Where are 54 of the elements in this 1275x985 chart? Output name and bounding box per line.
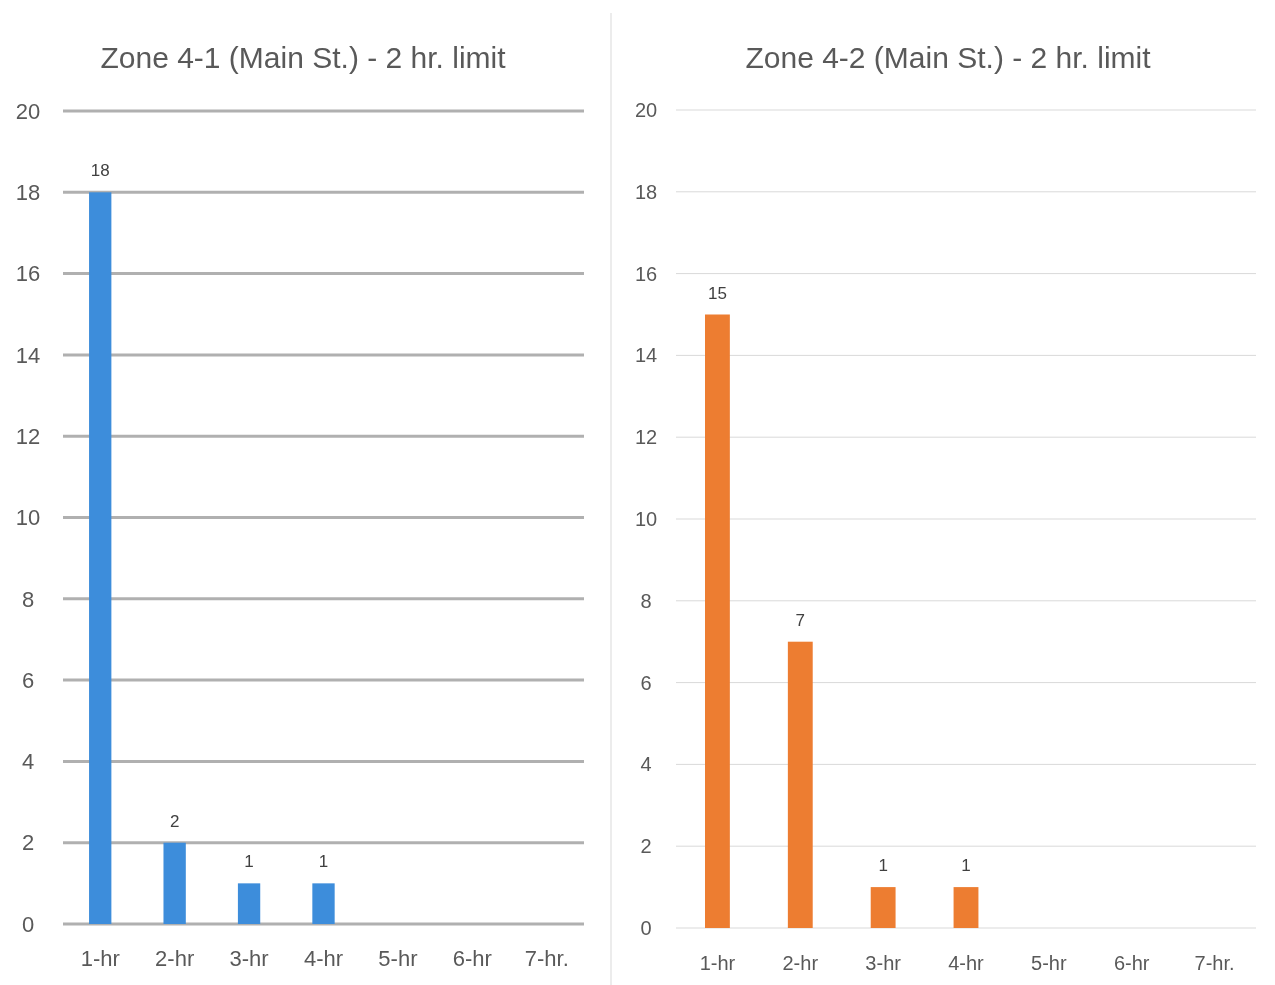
x-tick-label: 2-hr [155, 946, 195, 971]
bar [705, 314, 730, 928]
y-tick-label: 20 [15, 98, 41, 124]
bar [787, 641, 813, 928]
bar [163, 842, 186, 924]
x-tick-label: 6-hr [1113, 952, 1150, 974]
y-tick-label: 14 [634, 344, 658, 367]
y-tick-label: 14 [15, 342, 41, 368]
y-tick-label: 6 [640, 671, 652, 694]
data-label: 2 [169, 811, 180, 831]
y-tick-label: 12 [634, 426, 658, 449]
x-tick-label: 5-hr [378, 946, 418, 971]
y-tick-label: 18 [15, 180, 41, 205]
data-label: 7 [795, 610, 806, 630]
x-tick-label: 2-hr [782, 952, 819, 974]
chart-title: Zone 4-1 (Main St.) - 2 hr. limit [100, 41, 507, 74]
y-tick-label: 0 [640, 917, 652, 939]
x-tick-label: 4-hr [303, 946, 344, 971]
x-tick-label: 7-hr. [1194, 952, 1235, 974]
bar [89, 192, 112, 924]
x-tick-label: 5-hr [1031, 952, 1067, 974]
x-tick-label: 7-hr. [524, 946, 569, 971]
y-tick-label: 12 [15, 423, 41, 449]
y-tick-label: 2 [21, 830, 35, 856]
bar [237, 883, 261, 924]
y-tick-label: 16 [634, 262, 658, 285]
y-tick-label: 8 [21, 586, 35, 612]
x-tick-label: 4-hr [948, 952, 985, 974]
y-tick-label: 10 [634, 508, 658, 530]
data-label: 15 [707, 283, 727, 303]
data-label: 1 [244, 852, 254, 872]
chart-title: Zone 4-2 (Main St.) - 2 hr. limit [745, 41, 1152, 74]
y-tick-label: 20 [634, 99, 658, 121]
x-tick-label: 3-hr [865, 952, 902, 974]
y-tick-label: 4 [640, 753, 652, 776]
y-tick-label: 18 [634, 180, 658, 203]
data-label: 1 [878, 856, 888, 876]
y-tick-label: 6 [21, 667, 35, 693]
data-label: 18 [90, 161, 110, 181]
x-tick-label: 1-hr [80, 946, 120, 971]
data-label: 1 [961, 856, 971, 876]
y-tick-label: 16 [15, 261, 41, 287]
data-label: 1 [318, 852, 329, 872]
y-tick-label: 10 [15, 505, 41, 531]
x-tick-label: 6-hr [452, 946, 492, 971]
bar [953, 887, 979, 928]
y-tick-label: 8 [640, 589, 652, 612]
bar [870, 887, 896, 928]
x-tick-label: 3-hr [229, 946, 269, 971]
y-tick-label: 0 [21, 911, 35, 937]
y-tick-label: 2 [640, 835, 652, 858]
x-tick-label: 1-hr [699, 952, 736, 974]
bar [312, 883, 335, 924]
y-tick-label: 4 [21, 749, 35, 775]
